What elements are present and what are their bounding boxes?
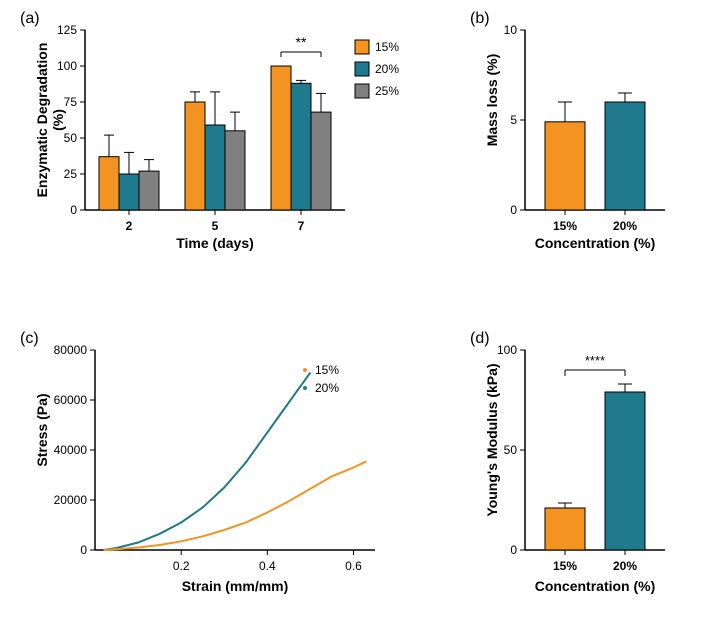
svg-text:25%: 25% <box>375 84 399 98</box>
svg-text:20%: 20% <box>613 219 637 233</box>
svg-text:15%: 15% <box>553 559 577 573</box>
svg-text:2: 2 <box>126 219 133 233</box>
svg-text:60000: 60000 <box>54 393 88 407</box>
panel-d: (d) 0 50 100 <box>470 330 690 620</box>
panel-d-bar-20 <box>605 392 645 550</box>
panel-d-ytitle: Young's Modulus (kPa) <box>484 340 500 540</box>
svg-text:5: 5 <box>510 113 517 127</box>
svg-text:7: 7 <box>298 219 305 233</box>
panel-d-svg: 0 50 100 **** 15% 20% <box>470 330 690 620</box>
svg-text:100: 100 <box>497 343 517 357</box>
panel-c-ytitle: Stress (Pa) <box>34 355 50 505</box>
panel-a-group-7days <box>271 66 331 210</box>
svg-text:****: **** <box>585 353 605 368</box>
panel-d-xtitle: Concentration (%) <box>525 578 665 594</box>
svg-text:15%: 15% <box>375 40 399 54</box>
svg-text:0: 0 <box>510 203 517 217</box>
panel-c-xtitle: Strain (mm/mm) <box>95 578 375 594</box>
svg-text:5: 5 <box>212 219 219 233</box>
svg-text:0: 0 <box>70 203 77 217</box>
panel-a-ytitle: Enzymatic Degradation (%) <box>34 30 66 210</box>
svg-text:0: 0 <box>80 543 87 557</box>
svg-text:20%: 20% <box>613 559 637 573</box>
panel-c-svg: 0 20000 40000 60000 80000 0.2 0.4 0.6 15… <box>20 330 420 620</box>
svg-text:20%: 20% <box>315 381 339 395</box>
svg-text:15%: 15% <box>553 219 577 233</box>
panel-a: (a) 0 25 50 75 100 125 <box>20 10 420 280</box>
panel-b-ytitle: Mass loss (%) <box>484 25 500 175</box>
svg-text:**: ** <box>296 34 307 50</box>
svg-text:50: 50 <box>504 443 518 457</box>
svg-text:10: 10 <box>504 23 518 37</box>
svg-text:20000: 20000 <box>54 493 88 507</box>
panel-a-sig: ** <box>281 34 321 57</box>
svg-text:40000: 40000 <box>54 443 88 457</box>
panel-a-legend: 15% 20% 25% <box>355 40 399 98</box>
panel-b-bar-20 <box>605 102 645 210</box>
panel-b-xtitle: Concentration (%) <box>525 235 665 251</box>
svg-text:80000: 80000 <box>54 343 88 357</box>
panel-a-group-5days <box>185 92 245 210</box>
panel-a-label: (a) <box>20 10 40 28</box>
svg-text:0.6: 0.6 <box>345 559 362 573</box>
svg-text:0: 0 <box>510 543 517 557</box>
panel-d-bar-15 <box>545 508 585 550</box>
figure-root: (a) 0 25 50 75 100 125 <box>0 0 709 638</box>
svg-text:20%: 20% <box>375 62 399 76</box>
panel-c: (c) 0 20000 40000 60000 80000 0.2 0.4 0.… <box>20 330 420 620</box>
panel-c-label: (c) <box>20 330 39 348</box>
panel-a-xtitle: Time (days) <box>85 235 345 251</box>
panel-b: (b) 0 5 10 15% 20% <box>470 10 690 280</box>
svg-text:15%: 15% <box>315 363 339 377</box>
panel-c-line-20 <box>104 373 311 551</box>
svg-text:0.4: 0.4 <box>259 559 276 573</box>
svg-text:0.2: 0.2 <box>173 559 190 573</box>
panel-b-bar-15 <box>545 122 585 210</box>
panel-a-group-2days <box>99 135 159 210</box>
panel-c-legend: 15% 20% <box>303 363 339 395</box>
panel-d-sig: **** <box>565 353 625 376</box>
